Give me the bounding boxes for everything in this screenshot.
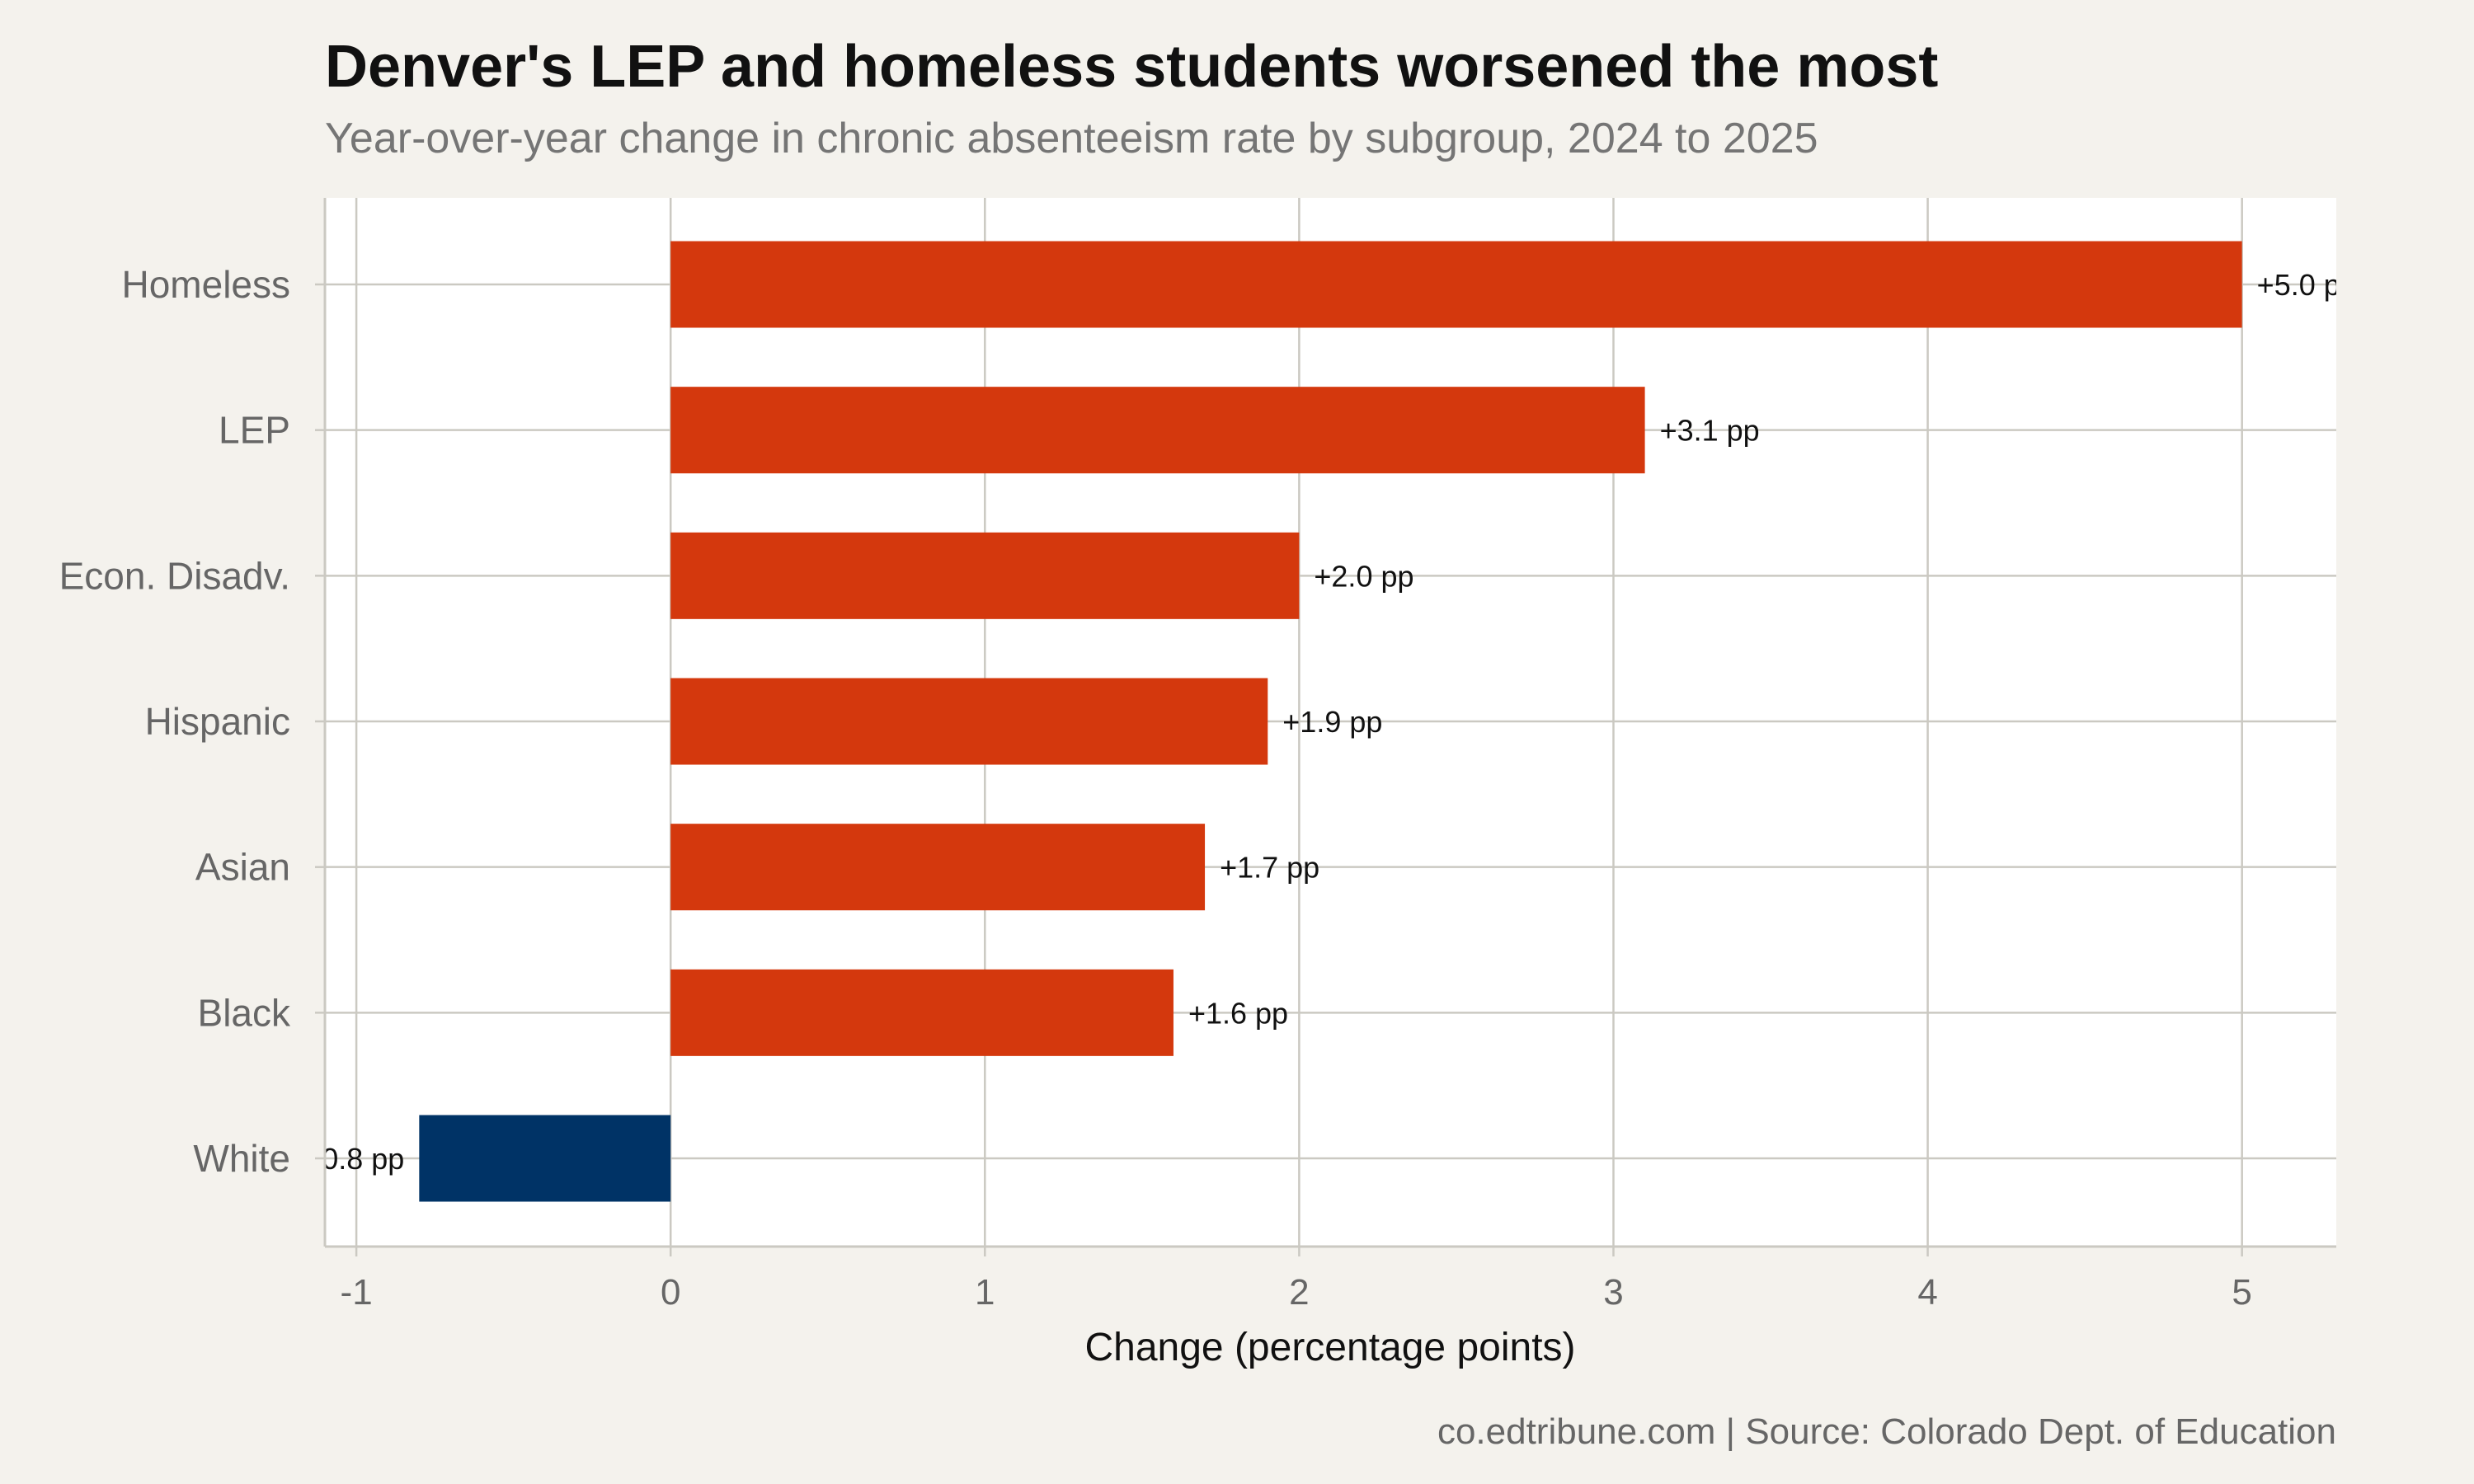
- x-tick-label: 0: [661, 1272, 680, 1313]
- category-label: White: [193, 1137, 290, 1180]
- data-label: +5.0 pp: [2257, 268, 2357, 302]
- category-label: Hispanic: [145, 700, 290, 743]
- x-tick-label: -1: [341, 1272, 373, 1313]
- bar-homeless: [670, 241, 2242, 328]
- bar-lep: [670, 387, 1645, 474]
- bar-asian: [670, 824, 1206, 911]
- data-labels: +5.0 pp +3.1 pp +2.0 pp +1.9 pp +1.7 pp +1.6 …: [312, 268, 2357, 1176]
- bar-hispanic: [670, 678, 1268, 765]
- category-label: LEP: [219, 409, 290, 452]
- x-tick-label: 2: [1289, 1272, 1309, 1313]
- category-label: Econ. Disadv.: [59, 554, 290, 597]
- x-tick-label: 4: [1917, 1272, 1937, 1313]
- x-tick-label: 1: [975, 1272, 995, 1313]
- category-label: Homeless: [121, 263, 290, 306]
- data-label: -0.8 pp: [312, 1142, 404, 1176]
- x-axis-title: Change (percentage points): [1084, 1326, 1575, 1369]
- bar-white: [419, 1115, 671, 1202]
- x-tick-label: 5: [2232, 1272, 2251, 1313]
- bar-black: [670, 969, 1174, 1056]
- category-label: Asian: [195, 846, 290, 889]
- data-label: +1.7 pp: [1220, 851, 1319, 885]
- data-label: +1.9 pp: [1282, 705, 1382, 739]
- bars: [419, 241, 2242, 1202]
- x-tick-label: 3: [1603, 1272, 1623, 1313]
- data-label: +1.6 pp: [1188, 996, 1288, 1030]
- chart-title: Denver's LEP and homeless students worse…: [325, 34, 1939, 100]
- chart-caption: co.edtribune.com | Source: Colorado Dept…: [1437, 1411, 2336, 1452]
- category-label: Black: [198, 991, 291, 1034]
- bar-econ-disadv: [670, 532, 1300, 619]
- data-label: +2.0 pp: [1314, 559, 1413, 593]
- data-label: +3.1 pp: [1660, 414, 1760, 448]
- axes: -1 0 1 2 3 4 5 Homeless LEP Econ. Disadv. Hispanic…: [59, 198, 2336, 1313]
- chart-subtitle: Year-over-year change in chronic absente…: [325, 115, 1818, 162]
